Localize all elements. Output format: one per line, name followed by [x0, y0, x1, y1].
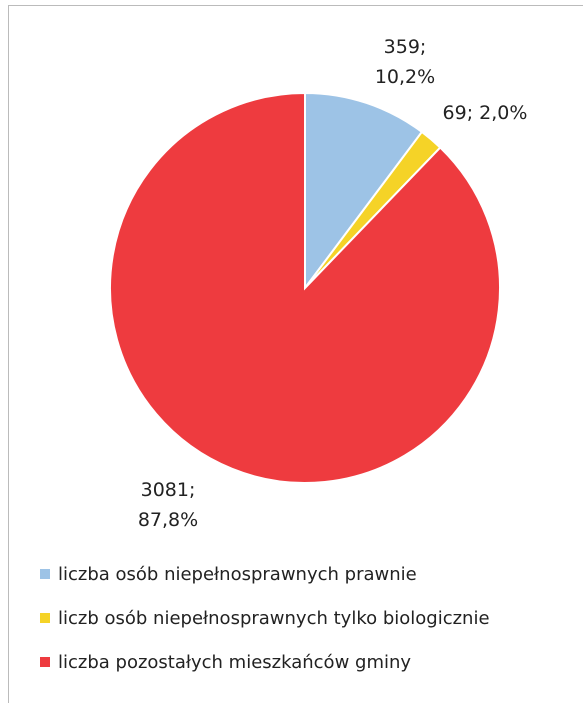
pie-slice — [109, 91, 501, 484]
legend-label: liczba osób niepełnosprawnych prawnie — [58, 564, 417, 585]
legend-swatch — [40, 657, 50, 667]
pie-slice — [304, 91, 424, 292]
legend-swatch — [40, 613, 50, 623]
legend-label: liczb osób niepełnosprawnych tylko biolo… — [58, 608, 490, 629]
data-label: 3081; 87,8% — [137, 479, 199, 531]
legend-swatch — [40, 569, 50, 579]
legend-entry: liczba pozostałych mieszkańców gminy — [40, 652, 411, 673]
legend-label: liczba pozostałych mieszkańców gminy — [58, 652, 412, 673]
chart-frame — [8, 5, 583, 703]
legend-entry: liczb osób niepełnosprawnych tylko biolo… — [40, 608, 490, 629]
data-label: 69; 2,0% — [442, 102, 528, 124]
data-label: 359; 10,2% — [374, 36, 436, 88]
legend-entry: liczba osób niepełnosprawnych prawnie — [40, 564, 417, 585]
